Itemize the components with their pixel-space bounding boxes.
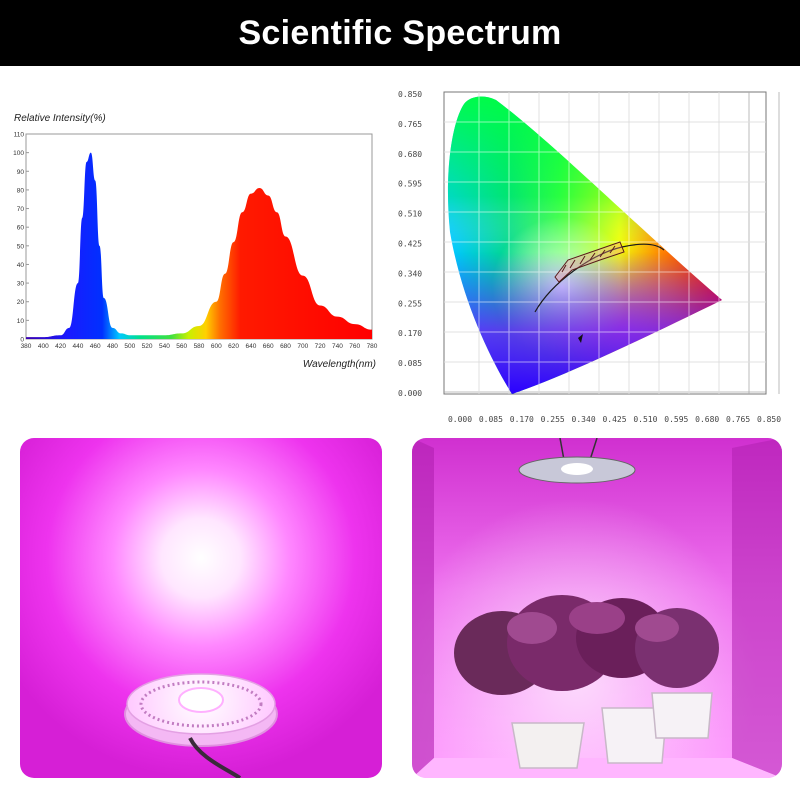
tent-side-right: [732, 438, 782, 778]
cie-x-tick: 0.340: [572, 415, 596, 422]
spectrum-y-tick: 10: [17, 318, 25, 325]
lamp-led-chip: [178, 687, 224, 713]
cie-y-tick: 0.510: [398, 210, 422, 219]
spectrum-x-tick: 560: [176, 343, 187, 350]
spectrum-x-tick: 480: [107, 343, 118, 350]
spectrum-area: [26, 152, 372, 339]
lamp-photo: [20, 438, 382, 778]
spectrum-x-tick: 780: [367, 343, 378, 350]
spectrum-x-tick: 440: [72, 343, 83, 350]
spectrum-y-tick: 30: [17, 281, 25, 288]
spectrum-x-tick: 580: [194, 343, 205, 350]
cie-y-tick: 0.850: [398, 90, 422, 99]
cie-x-tick: 0.510: [633, 415, 657, 422]
tent-floor: [412, 758, 782, 778]
cie-y-tick: 0.425: [398, 240, 422, 249]
spectrum-x-tick: 600: [211, 343, 222, 350]
planckian-locus: [534, 243, 665, 313]
cie-x-tick: 0.595: [664, 415, 688, 422]
spectrum-y-tick: 20: [17, 299, 25, 306]
cie-frame: [443, 91, 767, 395]
grow-tent-svg: [412, 438, 782, 778]
cie-x-tick: 0.425: [602, 415, 626, 422]
cie-x-tick: 0.850: [757, 415, 781, 422]
cie-y-tick: 0.765: [398, 120, 422, 129]
spectrum-x-tick: 660: [263, 343, 274, 350]
spectrum-x-tick: 740: [332, 343, 343, 350]
spectrum-x-tick: 640: [245, 343, 256, 350]
cie-x-tick: 0.000: [448, 415, 472, 422]
spectrum-x-tick: 500: [124, 343, 135, 350]
pots: [511, 692, 713, 769]
cie-y-tick: 0.255: [398, 299, 422, 308]
spectrum-y-tick: 0: [20, 337, 24, 344]
spectrum-svg: Relative Intensity(%) Wavelength(nm) 0 10…: [13, 113, 378, 370]
spectrum-x-tick: 720: [315, 343, 326, 350]
spectrum-x-tick: 400: [38, 343, 49, 350]
cie-svg: 0.000 0.085 0.170 0.255 0.340 0.425 0.510 0.595…: [398, 90, 781, 424]
banner: Scientific Spectrum: [0, 0, 800, 66]
spectrum-x-tick: 380: [21, 343, 32, 350]
cie-x-tick: 0.085: [479, 415, 503, 422]
spectrum-chart: Relative Intensity(%) Wavelength(nm) 0 10…: [10, 104, 380, 374]
spectrum-xlabel: Wavelength(nm): [303, 359, 376, 370]
cie-y-tick: 0.170: [398, 329, 422, 338]
cie-y-tick: 0.340: [398, 269, 422, 278]
spectrum-ylabel: Relative Intensity(%): [14, 113, 106, 124]
cie-x-tick: 0.255: [541, 415, 565, 422]
cie-y-tick: 0.000: [398, 389, 422, 398]
lamp-photo-svg: [20, 438, 382, 778]
spectrum-x-tick: 760: [349, 343, 360, 350]
spectrum-y-tick: 110: [14, 132, 25, 139]
cie-y-tick: 0.680: [398, 150, 422, 159]
cie-overlay-grid: [444, 92, 766, 394]
cie-x-tick: 0.765: [726, 415, 750, 422]
lamp-cable: [188, 737, 242, 778]
cie-x-tick: 0.680: [695, 415, 719, 422]
spectrum-x-tick: 700: [297, 343, 308, 350]
spectrum-x-tick: 620: [228, 343, 239, 350]
plants: [454, 595, 719, 695]
cie-y-tick: 0.595: [398, 180, 422, 189]
spectrum-y-tick: 50: [17, 243, 25, 250]
spectrum-y-tick: 60: [17, 225, 25, 232]
spectrum-x-tick: 680: [280, 343, 291, 350]
spectrum-x-tick: 540: [159, 343, 170, 350]
banner-title: Scientific Spectrum: [238, 13, 562, 52]
spectrum-y-tick: 80: [17, 187, 25, 194]
target-marker: [578, 334, 583, 343]
spectrum-y-tick: 40: [17, 262, 25, 269]
spectrum-y-tick: 90: [17, 169, 25, 176]
spectrum-x-tick: 520: [142, 343, 153, 350]
color-bins: [554, 241, 625, 283]
cie-y-tick: 0.085: [398, 359, 422, 368]
spectrum-x-tick: 460: [90, 343, 101, 350]
spectrum-x-tick: 420: [55, 343, 66, 350]
spectrum-y-tick: 100: [13, 150, 24, 157]
tent-side-left: [412, 438, 434, 778]
spectrum-y-tick: 70: [17, 206, 25, 213]
cie-x-tick: 0.170: [510, 415, 534, 422]
grow-tent-photo: [412, 438, 782, 778]
cie-diagram: 0.000 0.085 0.170 0.255 0.340 0.425 0.510 0.595…: [392, 82, 792, 424]
